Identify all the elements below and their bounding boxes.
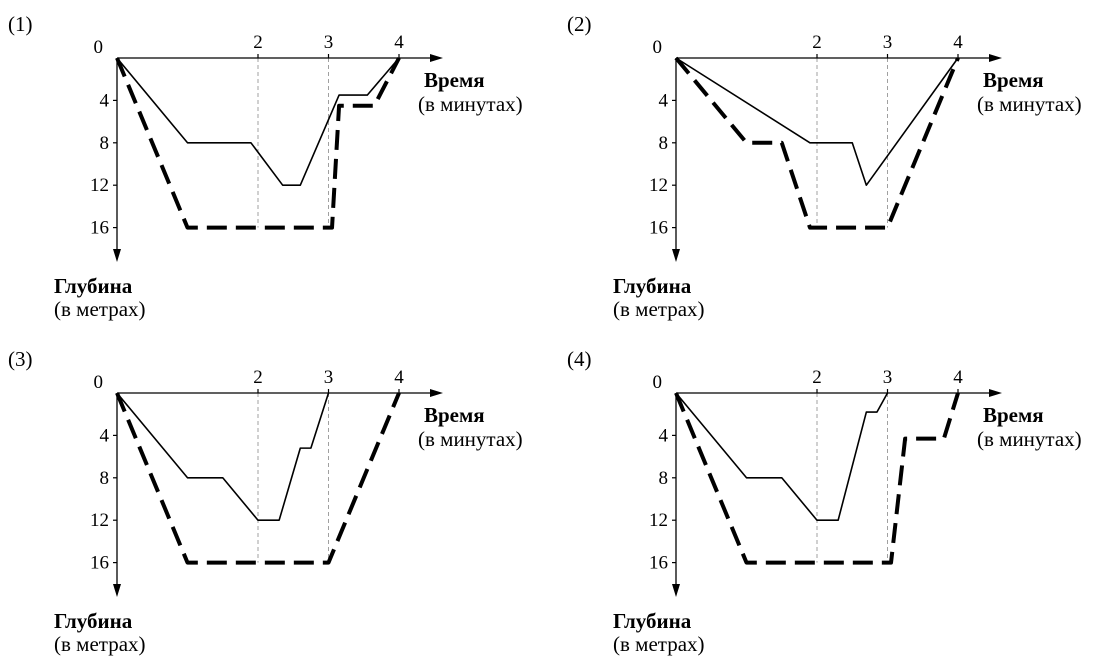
y-axis-arrow-icon <box>113 249 121 262</box>
origin-label: 0 <box>653 37 663 58</box>
y-tick-label: 8 <box>100 133 110 154</box>
x-tick-label: 2 <box>812 367 822 388</box>
chart-svg: 2 3 4 0 4 8 12 16 <box>649 367 1002 597</box>
y-axis-title: Глубина <box>613 609 692 633</box>
x-tick-label: 2 <box>812 32 822 53</box>
panel-label: (3) <box>8 347 33 371</box>
x-tick-label: 3 <box>324 367 334 388</box>
chart-svg: 2 3 4 0 4 8 12 16 <box>90 367 443 597</box>
y-tick-label: 4 <box>659 425 669 446</box>
origin-label: 0 <box>653 372 663 393</box>
y-tick-label: 4 <box>659 90 669 111</box>
x-tick-label: 3 <box>883 32 893 53</box>
y-axis-title: Глубина <box>54 609 133 633</box>
chart-panel-3: (3) 2 3 4 0 4 8 12 16 Время (в минутах) Глубина… <box>0 335 559 670</box>
x-axis-subtitle: (в минутах) <box>977 92 1082 116</box>
y-tick-label: 8 <box>659 468 669 489</box>
y-axis-subtitle: (в метрах) <box>613 297 705 321</box>
origin-label: 0 <box>94 372 104 393</box>
origin-label: 0 <box>94 37 104 58</box>
x-axis-subtitle: (в минутах) <box>418 427 523 451</box>
x-axis-subtitle: (в минутах) <box>418 92 523 116</box>
x-tick-label: 4 <box>953 367 963 388</box>
y-axis-arrow-icon <box>672 249 680 262</box>
y-axis-subtitle: (в метрах) <box>613 632 705 656</box>
chart-svg: 2 3 4 0 4 8 12 16 <box>649 32 1002 262</box>
series-dashed-line <box>674 392 960 565</box>
series-dashed-line <box>115 57 401 230</box>
series-solid-line <box>116 57 400 186</box>
x-tick-label: 4 <box>394 32 404 53</box>
x-axis-arrow-icon <box>430 54 443 62</box>
series-dashed-line <box>115 392 401 565</box>
y-axis-arrow-icon <box>672 584 680 597</box>
y-tick-label: 8 <box>659 133 669 154</box>
y-axis-title: Глубина <box>613 274 692 298</box>
series-solid-line <box>116 392 330 521</box>
x-axis-arrow-icon <box>989 54 1002 62</box>
panel-label: (2) <box>567 12 592 36</box>
series-dashed-line <box>674 56 960 230</box>
chart-svg: 2 3 4 0 4 8 12 16 <box>90 32 443 262</box>
panel-label: (4) <box>567 347 592 371</box>
x-axis-arrow-icon <box>430 389 443 397</box>
y-tick-label: 16 <box>649 553 668 574</box>
y-axis-arrow-icon <box>113 584 121 597</box>
x-tick-label: 3 <box>883 367 893 388</box>
y-tick-label: 4 <box>100 90 110 111</box>
chart-panel-4: (4) 2 3 4 0 4 8 12 16 Время (в минутах) Глубина… <box>559 335 1118 670</box>
x-axis-arrow-icon <box>989 389 1002 397</box>
y-tick-label: 16 <box>649 218 668 239</box>
y-tick-label: 12 <box>90 510 109 531</box>
x-tick-label: 2 <box>253 32 263 53</box>
y-tick-label: 12 <box>649 510 668 531</box>
x-tick-label: 3 <box>324 32 334 53</box>
y-axis-subtitle: (в метрах) <box>54 632 146 656</box>
y-axis-subtitle: (в метрах) <box>54 297 146 321</box>
x-axis-title: Время <box>983 403 1044 427</box>
x-axis-title: Время <box>424 68 485 92</box>
panel-label: (1) <box>8 12 33 36</box>
series-solid-line <box>675 57 959 186</box>
x-tick-label: 2 <box>253 367 263 388</box>
x-tick-label: 4 <box>394 367 404 388</box>
y-tick-label: 12 <box>90 175 109 196</box>
y-tick-label: 12 <box>649 175 668 196</box>
series-solid-line <box>675 392 889 521</box>
y-axis-title: Глубина <box>54 274 133 298</box>
y-tick-label: 8 <box>100 468 110 489</box>
chart-panel-2: (2) 2 3 4 0 4 8 12 16 Время (в минутах) Глубина… <box>559 0 1118 335</box>
y-tick-label: 4 <box>100 425 110 446</box>
y-tick-label: 16 <box>90 553 109 574</box>
x-axis-title: Время <box>424 403 485 427</box>
chart-panel-1: (1) 2 3 4 0 4 8 12 16 Время (в минутах) Глубина… <box>0 0 559 335</box>
x-axis-subtitle: (в минутах) <box>977 427 1082 451</box>
x-tick-label: 4 <box>953 32 963 53</box>
x-axis-title: Время <box>983 68 1044 92</box>
y-tick-label: 16 <box>90 218 109 239</box>
